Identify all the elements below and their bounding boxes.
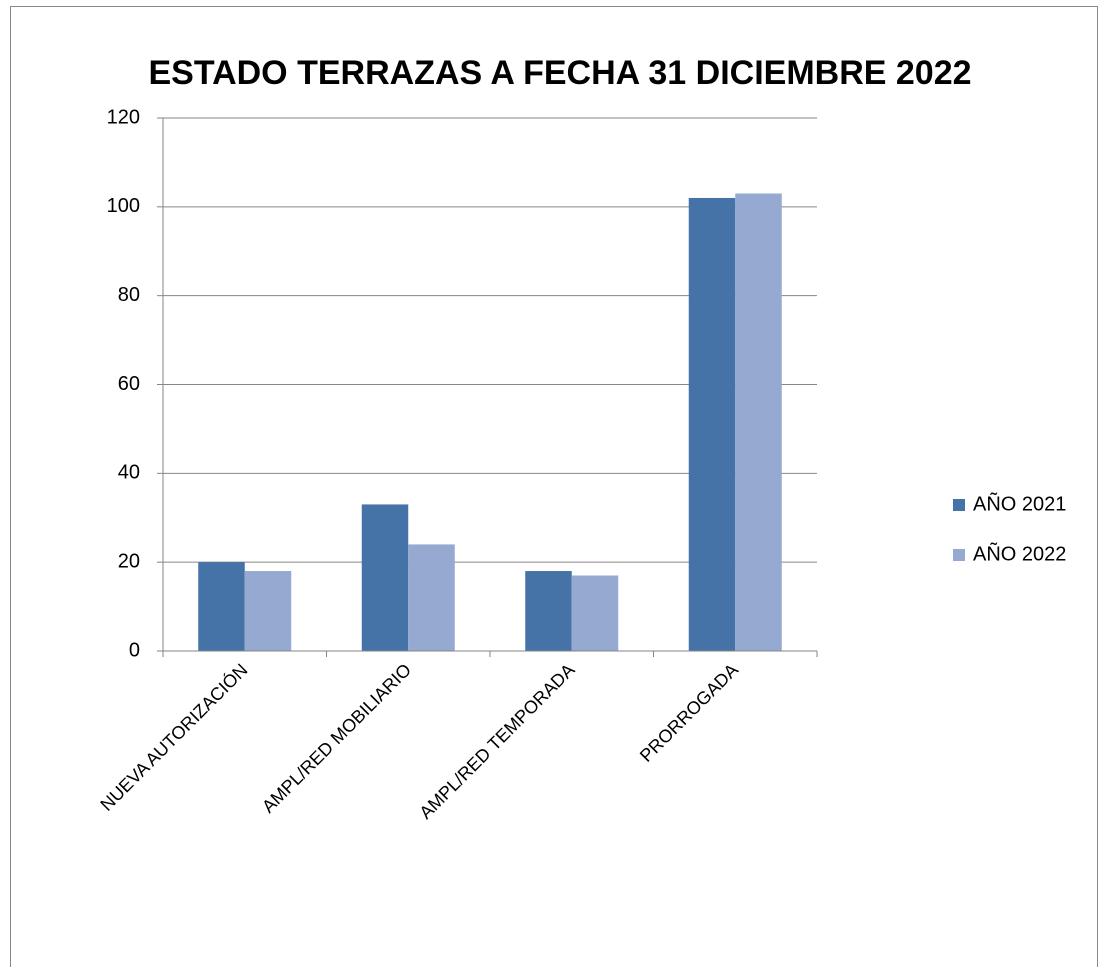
y-tick-label: 20	[118, 550, 140, 572]
y-tick-label: 0	[129, 639, 140, 661]
y-tick-label: 60	[118, 373, 140, 395]
bar	[525, 571, 572, 651]
legend-swatch	[953, 499, 965, 511]
legend-label: AÑO 2022	[973, 541, 1066, 565]
y-tick-label: 100	[107, 195, 140, 217]
bar	[688, 197, 736, 651]
chart-title: ESTADO TERRAZAS A FECHA 31 DICIEMBRE 202…	[148, 54, 971, 92]
bar	[735, 193, 782, 651]
bar	[361, 504, 409, 651]
bar	[198, 562, 245, 651]
bar	[244, 571, 292, 651]
y-tick-label: 120	[107, 106, 140, 128]
bar	[408, 544, 455, 651]
y-tick-label: 40	[118, 462, 140, 484]
legend-swatch	[953, 549, 965, 561]
chart-border	[10, 6, 1098, 967]
y-tick-label: 80	[118, 284, 140, 306]
legend-label: AÑO 2021	[973, 491, 1066, 515]
bar	[571, 575, 619, 651]
